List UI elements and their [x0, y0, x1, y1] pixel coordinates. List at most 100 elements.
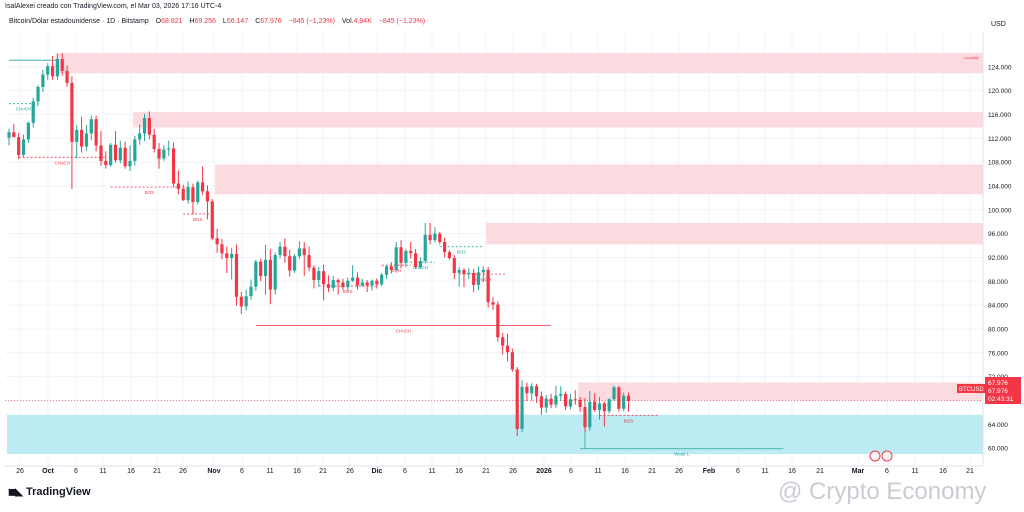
candle-body	[84, 133, 89, 147]
low-label: L	[222, 18, 227, 25]
candle-body	[341, 282, 345, 288]
candle-body	[162, 149, 166, 159]
candle-body	[70, 82, 74, 142]
x-tick-label: 16	[788, 468, 796, 475]
x-tick-label: Nov	[207, 468, 220, 475]
open-label: O	[155, 18, 162, 25]
y-tick-label: 112.000	[988, 136, 1011, 143]
candle-body	[26, 122, 30, 140]
candle-body	[312, 267, 316, 281]
y-tick-label: 96.000	[988, 231, 1008, 238]
x-tick-label: 11	[428, 468, 435, 475]
candle-body	[297, 248, 301, 257]
candle-body	[31, 101, 35, 123]
candle-layer	[7, 53, 631, 437]
candle-body	[467, 272, 471, 275]
candle-body	[418, 261, 422, 267]
x-tick-label: 26	[16, 468, 24, 475]
candle-body	[220, 244, 224, 254]
candle-body	[438, 233, 442, 242]
event-icon[interactable]	[869, 450, 881, 462]
x-tick-label: 11	[266, 468, 273, 475]
candle-body	[167, 148, 171, 150]
watermark: @ Crypto Economy	[778, 478, 987, 505]
symbol-legend[interactable]: Bitcoin/Dólar estadounidense · 1D · Bits…	[9, 18, 425, 25]
candle-body	[617, 387, 621, 409]
x-tick-label: 16	[127, 468, 135, 475]
candle-body	[201, 182, 205, 192]
price-tag: BTCUSD 67.976 67.976 02:43:31	[957, 377, 1021, 404]
candle-body	[41, 74, 45, 88]
x-tick-label: 16	[455, 468, 463, 475]
currency-label[interactable]: USD	[991, 21, 1006, 28]
candle-body	[263, 259, 268, 276]
candle-body	[457, 269, 461, 273]
x-tick-label: 26	[179, 468, 187, 475]
y-tick-label: 80.000	[988, 326, 1008, 333]
x-tick-label: 16	[939, 468, 947, 475]
x-tick-label: 6	[240, 468, 244, 475]
level-layer: CHoCHCHoCHBOSBOSCHoCHBOSEQHCHoCHBOSCHoCH…	[5, 59, 983, 457]
candle-body	[336, 280, 340, 283]
structure-label: BOS	[343, 289, 353, 294]
candle-body	[138, 133, 142, 140]
zone-box	[578, 382, 983, 401]
candle-body	[481, 269, 485, 273]
x-tick-label: 6	[403, 468, 407, 475]
candle-body	[346, 280, 350, 288]
volume-value: 4,94K	[353, 18, 372, 25]
price-tag-bg	[985, 377, 1021, 404]
y-tick-label: 124.000	[988, 64, 1012, 71]
candle-body	[152, 134, 156, 149]
candle-body	[423, 234, 427, 262]
tradingview-brand: TradingView	[26, 486, 91, 498]
y-tick-label: 120.000	[988, 88, 1012, 95]
symbol-tag-text: BTCUSD	[959, 387, 984, 393]
price-tag-value-2: 67.976	[988, 388, 1008, 395]
candle-body	[433, 233, 437, 241]
x-tick-label: 11	[99, 468, 106, 475]
x-tick-label: 16	[293, 468, 301, 475]
footer: ◼◣ TradingView @ Crypto Economy	[0, 478, 1024, 512]
candle-body	[583, 407, 587, 428]
y-tick-label: 64.000	[988, 422, 1008, 429]
zone-label: Liquidity	[964, 55, 979, 60]
x-tick-label: 16	[621, 468, 629, 475]
price-tag-countdown: 02:43:31	[988, 396, 1014, 403]
tradingview-mark-icon: ◼◣	[8, 486, 23, 498]
candle-body	[525, 386, 529, 394]
price-chart[interactable]: Liquidity CHoCHCHoCHBOSBOSCHoCHBOSEQHCHo…	[0, 0, 1024, 481]
candle-body	[573, 399, 577, 401]
tradingview-logo[interactable]: ◼◣ TradingView	[8, 486, 91, 498]
candle-body	[413, 253, 418, 267]
candle-body	[472, 272, 476, 285]
change-value: −845 (−1,23%)	[288, 18, 335, 25]
y-tick-label: 108.000	[988, 160, 1012, 167]
candle-body	[317, 271, 321, 281]
candle-body	[50, 66, 55, 77]
volume-change: −845 (−1,23%)	[378, 18, 426, 25]
candle-body	[491, 302, 495, 305]
event-icon[interactable]	[881, 450, 893, 462]
y-tick-label: 100.000	[988, 207, 1012, 214]
candle-body	[230, 253, 234, 259]
candle-body	[171, 148, 176, 184]
candle-body	[288, 256, 292, 271]
candle-body	[104, 160, 108, 166]
candle-body	[588, 401, 592, 428]
y-tick-label: 84.000	[988, 303, 1008, 310]
zone-box	[55, 53, 983, 74]
x-tick-label: 6	[74, 468, 78, 475]
candle-body	[568, 399, 573, 407]
candle-body	[225, 253, 229, 259]
candle-body	[75, 129, 79, 142]
event-markers[interactable]	[869, 450, 893, 462]
candle-body	[65, 70, 69, 83]
x-tick-label: 26	[346, 468, 354, 475]
candle-body	[351, 277, 355, 281]
candle-body	[539, 396, 543, 408]
zone-layer: Liquidity	[7, 53, 984, 455]
x-tick-label: Dic	[372, 468, 383, 475]
candle-body	[428, 234, 432, 241]
candle-body	[534, 386, 539, 397]
